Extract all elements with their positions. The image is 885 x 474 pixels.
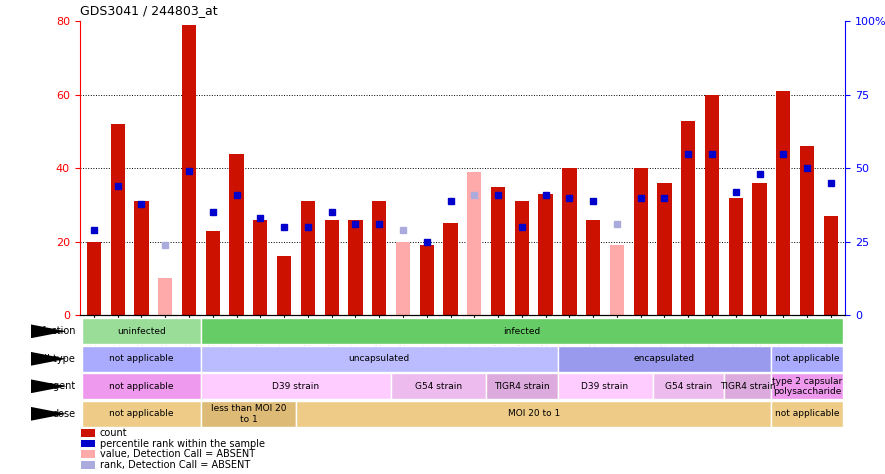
- Text: agent: agent: [47, 381, 75, 392]
- Bar: [325, 220, 339, 315]
- Text: percentile rank within the sample: percentile rank within the sample: [99, 438, 265, 448]
- Bar: [419, 246, 434, 315]
- Bar: [491, 187, 505, 315]
- Bar: [82, 374, 201, 399]
- Text: GDS3041 / 244803_at: GDS3041 / 244803_at: [80, 4, 218, 17]
- Text: TIGR4 strain: TIGR4 strain: [494, 382, 550, 391]
- Bar: [486, 374, 558, 399]
- Polygon shape: [31, 379, 66, 393]
- Bar: [634, 168, 648, 315]
- Bar: [82, 319, 201, 344]
- Text: G54 strain: G54 strain: [415, 382, 462, 391]
- Bar: [135, 201, 149, 315]
- Text: D39 strain: D39 strain: [273, 382, 319, 391]
- Bar: [81, 461, 95, 469]
- Bar: [158, 279, 173, 315]
- Bar: [81, 440, 95, 447]
- Text: dose: dose: [52, 409, 75, 419]
- Text: cell type: cell type: [34, 354, 75, 364]
- Bar: [658, 183, 672, 315]
- Bar: [538, 194, 553, 315]
- Text: D39 strain: D39 strain: [581, 382, 628, 391]
- Text: less than MOI 20
to 1: less than MOI 20 to 1: [211, 404, 286, 423]
- Bar: [652, 374, 724, 399]
- Bar: [586, 220, 600, 315]
- Bar: [772, 374, 843, 399]
- Bar: [349, 220, 363, 315]
- Bar: [372, 201, 387, 315]
- Bar: [558, 346, 772, 372]
- Bar: [752, 183, 766, 315]
- Bar: [205, 231, 219, 315]
- Bar: [82, 401, 201, 427]
- Bar: [87, 242, 101, 315]
- Bar: [301, 201, 315, 315]
- Text: not applicable: not applicable: [109, 382, 173, 391]
- Text: infection: infection: [33, 326, 75, 337]
- Polygon shape: [31, 352, 66, 366]
- Bar: [201, 346, 558, 372]
- Bar: [705, 95, 720, 315]
- Text: not applicable: not applicable: [109, 410, 173, 418]
- Text: type 2 capsular
polysaccharide: type 2 capsular polysaccharide: [772, 377, 843, 396]
- Polygon shape: [31, 407, 66, 421]
- Text: not applicable: not applicable: [775, 410, 839, 418]
- Bar: [253, 220, 267, 315]
- Bar: [800, 146, 814, 315]
- Text: MOI 20 to 1: MOI 20 to 1: [508, 410, 560, 418]
- Bar: [824, 216, 838, 315]
- Bar: [772, 401, 843, 427]
- Bar: [724, 374, 772, 399]
- Text: infected: infected: [504, 327, 541, 336]
- Text: TIGR4 strain: TIGR4 strain: [720, 382, 775, 391]
- Bar: [443, 223, 458, 315]
- Text: not applicable: not applicable: [109, 355, 173, 363]
- Bar: [296, 401, 772, 427]
- Bar: [562, 168, 576, 315]
- Bar: [182, 25, 196, 315]
- Text: count: count: [99, 428, 127, 438]
- Bar: [277, 256, 291, 315]
- Bar: [201, 401, 296, 427]
- Bar: [81, 450, 95, 458]
- Bar: [772, 346, 843, 372]
- Bar: [391, 374, 486, 399]
- Text: rank, Detection Call = ABSENT: rank, Detection Call = ABSENT: [99, 460, 250, 470]
- Bar: [681, 120, 696, 315]
- Bar: [558, 374, 652, 399]
- Bar: [728, 198, 743, 315]
- Bar: [396, 242, 410, 315]
- Polygon shape: [31, 324, 66, 338]
- Bar: [229, 154, 243, 315]
- Bar: [201, 319, 843, 344]
- Bar: [111, 124, 125, 315]
- Text: encapsulated: encapsulated: [634, 355, 695, 363]
- Bar: [82, 346, 201, 372]
- Bar: [776, 91, 790, 315]
- Bar: [515, 201, 529, 315]
- Bar: [467, 172, 481, 315]
- Text: G54 strain: G54 strain: [665, 382, 712, 391]
- Text: uncapsulated: uncapsulated: [349, 355, 410, 363]
- Bar: [610, 246, 624, 315]
- Text: value, Detection Call = ABSENT: value, Detection Call = ABSENT: [99, 449, 255, 459]
- Text: not applicable: not applicable: [775, 355, 839, 363]
- Bar: [81, 429, 95, 437]
- Text: uninfected: uninfected: [117, 327, 165, 336]
- Bar: [201, 374, 391, 399]
